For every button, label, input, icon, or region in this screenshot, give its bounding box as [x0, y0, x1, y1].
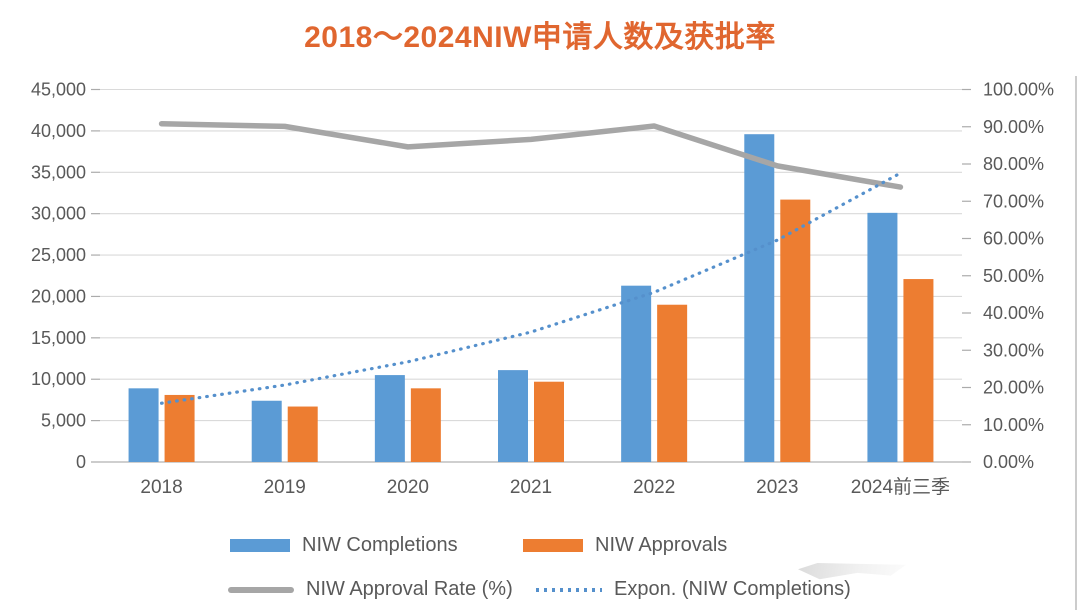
bar-approvals-2022	[657, 304, 688, 462]
bar-completions-2023	[744, 134, 775, 462]
bar-completions-2024前三季	[867, 212, 898, 462]
legend-swatch-expon-icon	[536, 587, 602, 592]
left-axis-label: 0	[76, 452, 86, 472]
left-axis-label: 5,000	[41, 411, 86, 431]
left-axis-label: 25,000	[31, 245, 86, 265]
expon-trendline	[159, 171, 903, 405]
left-axis-label: 40,000	[31, 121, 86, 141]
right-axis-label: 40.00%	[983, 303, 1044, 323]
x-axis-label: 2022	[633, 477, 675, 498]
x-axis-label: 2020	[387, 477, 429, 498]
legend-item-niw-completions: NIW Completions	[230, 534, 458, 557]
left-axis-label: 30,000	[31, 204, 86, 224]
legend-swatch-approvals-icon	[523, 539, 583, 552]
bar-completions-2022	[621, 285, 652, 462]
legend-label-niw-approvals: NIW Approvals	[595, 534, 728, 556]
legend-item-expon-trendline: Expon. (NIW Completions)	[536, 578, 851, 601]
right-axis-label: 50.00%	[983, 266, 1044, 286]
legend-label-expon-trendline: Expon. (NIW Completions)	[614, 578, 851, 600]
left-axis-label: 20,000	[31, 286, 86, 306]
screenshot-right-edge	[1075, 76, 1077, 610]
right-axis-label: 60.00%	[983, 229, 1044, 249]
bar-completions-2020	[374, 375, 405, 462]
x-axis-label: 2024前三季	[851, 476, 950, 498]
left-axis-label: 35,000	[31, 162, 86, 182]
chart-title: 2018～2024NIW申请人数及获批率	[304, 21, 776, 54]
legend-label-approval-rate: NIW Approval Rate (%)	[306, 578, 513, 600]
bar-completions-2018	[128, 388, 159, 462]
bar-completions-2019	[251, 400, 282, 462]
legend-item-approval-rate: NIW Approval Rate (%)	[228, 578, 513, 601]
left-axis-label: 15,000	[31, 328, 86, 348]
bar-approvals-2020	[410, 388, 441, 462]
right-axis-label: 90.00%	[983, 117, 1044, 137]
x-axis-label: 2021	[510, 477, 552, 498]
bar-approvals-2021	[534, 381, 564, 462]
x-axis-label: 2018	[140, 477, 182, 498]
right-axis-label: 70.00%	[983, 191, 1044, 211]
bar-approvals-2019	[287, 406, 318, 462]
approval-rate-line	[158, 121, 904, 190]
right-axis-label: 0.00%	[983, 452, 1034, 472]
bar-approvals-2024前三季	[903, 279, 934, 462]
left-axis-label: 10,000	[31, 369, 86, 389]
x-axis-label: 2019	[264, 477, 306, 498]
legend-swatch-approval-rate-icon	[228, 586, 294, 593]
legend-label-niw-completions: NIW Completions	[302, 534, 458, 556]
left-axis-label: 45,000	[31, 80, 86, 100]
bar-approvals-2023	[780, 199, 811, 462]
x-axis-label: 2023	[756, 477, 798, 498]
right-axis-label: 20.00%	[983, 378, 1044, 398]
right-axis-label: 10.00%	[983, 415, 1044, 435]
right-axis-label: 100.00%	[983, 80, 1054, 100]
bar-approvals-2018	[164, 394, 195, 462]
legend-swatch-completions-icon	[230, 539, 290, 552]
right-axis-label: 80.00%	[983, 154, 1044, 174]
legend-item-niw-approvals: NIW Approvals	[523, 534, 727, 557]
bar-completions-2021	[498, 370, 528, 462]
right-axis-label: 30.00%	[983, 340, 1044, 360]
